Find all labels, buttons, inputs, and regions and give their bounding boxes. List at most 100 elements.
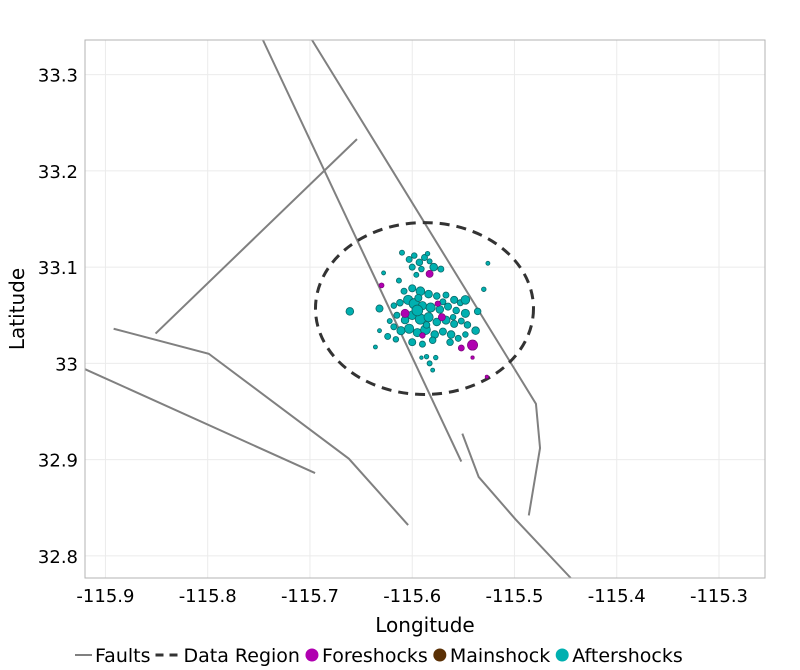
aftershock-point [450, 295, 459, 304]
y-tick-label: 33.2 [38, 162, 78, 183]
aftershock-point [421, 254, 428, 261]
legend-label: Faults [95, 645, 151, 667]
legend-label: Data Region [184, 645, 300, 667]
aftershock-point [460, 308, 470, 318]
foreshock-point [470, 355, 475, 360]
aftershock-point [400, 287, 408, 295]
fault-line [84, 368, 316, 475]
x-tick-label: -115.4 [588, 586, 646, 607]
aftershock-point [384, 332, 392, 340]
aftershock-point [390, 323, 398, 331]
aftershock-point [396, 326, 406, 336]
aftershock-point [442, 291, 450, 299]
fault-line [311, 39, 542, 516]
aftershock-point [393, 311, 401, 319]
aftershock-point [372, 344, 378, 350]
legend: Faults Data Region Foreshocks Mainshock Afte… [75, 645, 683, 667]
legend-label: Mainshock [450, 645, 550, 667]
aftershock-point [396, 299, 404, 307]
aftershock-point [418, 340, 426, 348]
foreshock-point [419, 332, 426, 339]
foreshock-point [467, 339, 478, 351]
faults-layer [84, 39, 572, 579]
aftershock-point [471, 326, 480, 335]
y-tick-label: 32.8 [38, 547, 78, 568]
aftershock-point [424, 289, 433, 299]
aftershock-point [438, 327, 447, 336]
aftershock-point [430, 367, 436, 373]
aftershock-point [399, 249, 405, 256]
aftershock-point [463, 321, 472, 329]
aftershock-point [460, 295, 471, 305]
foreshock-point [425, 269, 434, 278]
aftershock-point [345, 307, 355, 316]
aftershock-point [485, 260, 491, 266]
aftershock-point [454, 334, 462, 342]
aftershock-point [408, 263, 416, 271]
legend-item-mainshock: Mainshock [433, 645, 550, 667]
aftershock-point [481, 286, 487, 292]
aftershock-point [418, 265, 425, 273]
y-tick-label: 33 [55, 354, 78, 375]
aftershock-point [473, 307, 482, 316]
x-tick-label: -115.3 [690, 586, 748, 607]
aftershock-point [423, 312, 434, 323]
aftershock-point [392, 336, 400, 343]
aftershock-point [414, 293, 423, 302]
x-axis-label: Longitude [375, 613, 474, 637]
legend-point-icon [305, 648, 319, 662]
aftershock-point [435, 305, 445, 314]
legend-item-foreshocks: Foreshocks [305, 645, 428, 667]
fault-line [113, 327, 409, 526]
aftershock-point [462, 331, 469, 338]
legend-item-faults: Faults [75, 645, 151, 667]
aftershock-point [457, 317, 465, 325]
aftershock-point [377, 328, 382, 334]
aftershock-point [395, 277, 402, 284]
legend-point-icon [433, 648, 447, 662]
aftershock-point [405, 255, 413, 263]
aftershock-point [433, 292, 441, 300]
aftershock-point [432, 317, 441, 327]
aftershock-point [381, 270, 387, 276]
aftershock-point [426, 258, 433, 265]
aftershock-point [446, 338, 454, 346]
aftershock-point [415, 258, 424, 267]
foreshock-point [484, 374, 489, 379]
foreshock-point [400, 308, 410, 318]
aftershock-point [450, 319, 459, 328]
aftershock-point [413, 271, 420, 278]
aftershock-point [425, 302, 436, 313]
legend-item-data-region: Data Region [155, 645, 300, 667]
fault-line [461, 433, 572, 579]
fault-line [262, 39, 463, 462]
y-axis-label: Latitude [5, 268, 29, 350]
aftershock-point [428, 336, 437, 344]
x-tick-label: -115.8 [179, 586, 237, 607]
aftershock-point [426, 360, 433, 367]
aftershock-point [446, 330, 456, 339]
data-region-layer [313, 221, 535, 396]
aftershock-point [386, 318, 393, 324]
aftershock-point [449, 313, 457, 321]
aftershock-point [408, 338, 417, 347]
aftershock-point [423, 353, 430, 360]
aftershock-point [437, 265, 445, 273]
aftershock-point [444, 302, 452, 311]
ticks: -115.9 -115.8 -115.7 -115.6 -115.5 -115.4 -115… [38, 66, 748, 607]
aftershock-point [452, 306, 460, 315]
fault-line [154, 138, 358, 335]
x-tick-label: -115.5 [485, 586, 543, 607]
y-tick-label: 32.9 [38, 451, 78, 472]
legend-item-aftershocks: Aftershocks [555, 645, 683, 667]
x-tick-label: -115.6 [383, 586, 441, 607]
aftershock-point [411, 252, 418, 259]
y-tick-label: 33.3 [38, 66, 78, 87]
legend-label: Foreshocks [322, 645, 428, 667]
legend-point-icon [555, 648, 569, 662]
aftershock-point [390, 302, 398, 309]
foreshock-point [434, 300, 441, 307]
aftershock-point [419, 355, 424, 360]
aftershock-point [433, 354, 439, 361]
